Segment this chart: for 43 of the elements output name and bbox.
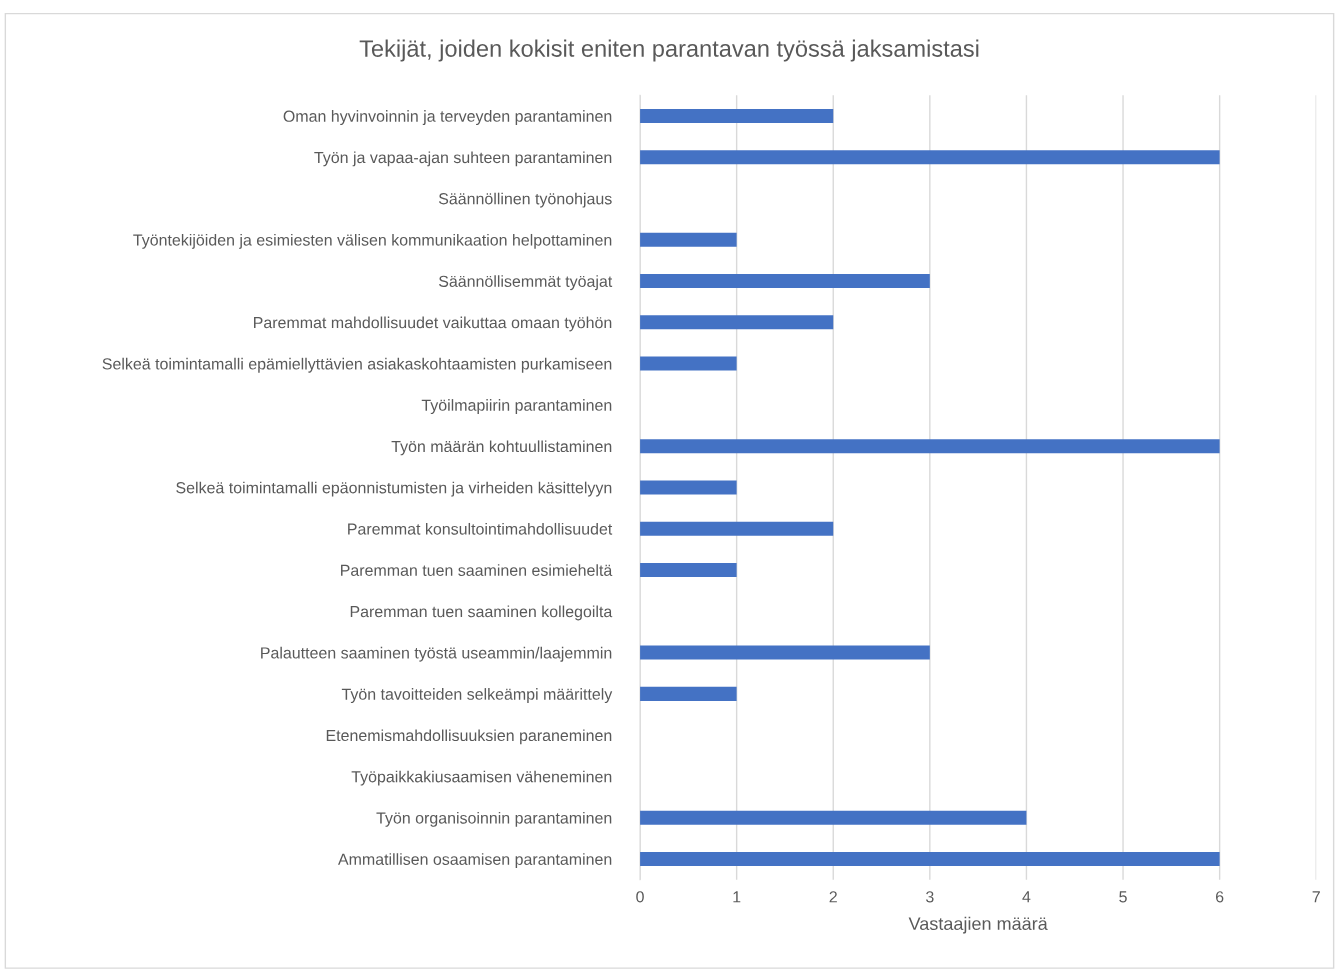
y-tick-label: Työilmapiirin parantaminen — [421, 399, 612, 414]
x-tick-label: 4 — [1022, 891, 1031, 903]
y-tick-label: Oman hyvinvoinnin ja terveyden parantaminen — [283, 110, 612, 125]
y-tick-label: Työn määrän kohtuullistaminen — [391, 440, 612, 456]
y-tick-label: Säännöllinen työnohjaus — [438, 192, 612, 208]
y-tick-label: Työn ja vapaa-ajan suhteen parantaminen — [314, 151, 612, 167]
x-tick-label: 7 — [1312, 891, 1320, 903]
bar — [640, 150, 1220, 165]
bar — [640, 563, 737, 578]
x-tick-label: 2 — [829, 891, 837, 903]
bar — [640, 108, 834, 123]
y-tick-label: Säännöllisemmät työajat — [438, 275, 613, 291]
bar — [640, 274, 930, 289]
y-tick-label: Paremman tuen saaminen esimieheltä — [341, 564, 613, 576]
bar — [640, 686, 737, 701]
y-tick-label: Työntekijöiden ja esimiesten välisen kommunikaation helpottaminen — [133, 233, 612, 249]
chart-title: Tekijät, joiden kokisit eniten parantavan työssä jaksamistasi — [359, 39, 979, 62]
bar — [640, 810, 1027, 825]
x-tick-label: 5 — [1119, 891, 1127, 903]
y-tick-label: Työn tavoitteiden selkeämpi määrittely — [341, 688, 613, 703]
y-tick-label: Työpaikkakiusaamisen väheneminen — [351, 770, 612, 786]
y-tick-label: Selkeä toimintamalli epäonnistumisten ja virheiden käsittelyyn — [176, 481, 612, 497]
bar — [640, 439, 1220, 454]
x-tick-label: 6 — [1216, 891, 1224, 903]
x-tick-label: 0 — [636, 891, 644, 903]
bar — [640, 480, 737, 495]
bar — [640, 645, 930, 660]
bar — [640, 852, 1220, 867]
y-tick-label: Ammatillisen osaamisen parantaminen — [337, 853, 612, 869]
y-tick-label: Työn organisoinnin parantaminen — [376, 811, 612, 827]
x-tick-label: 1 — [733, 891, 741, 903]
y-tick-label: Selkeä toimintamalli epämiellyttävien asiakaskohtaamisten purkamiseen — [102, 357, 612, 373]
x-tick-label: 3 — [926, 891, 934, 903]
x-axis-title: Vastaajien määrä — [908, 916, 1048, 934]
bar — [640, 356, 737, 371]
bar — [640, 521, 834, 536]
y-tick-label: Paremmat mahdollisuudet vaikuttaa omaan työhön — [254, 316, 612, 332]
bar — [640, 232, 737, 247]
y-tick-label: Etenemismahdollisuuksien paraneminen — [326, 729, 612, 745]
bar — [640, 315, 834, 330]
y-tick-label: Paremmat konsultointimahdollisuudet — [348, 522, 613, 535]
y-tick-label: Palautteen saaminen työstä useammin/laajemmin — [261, 646, 612, 662]
y-tick-label: Paremman tuen saaminen kollegoilta — [350, 605, 613, 621]
